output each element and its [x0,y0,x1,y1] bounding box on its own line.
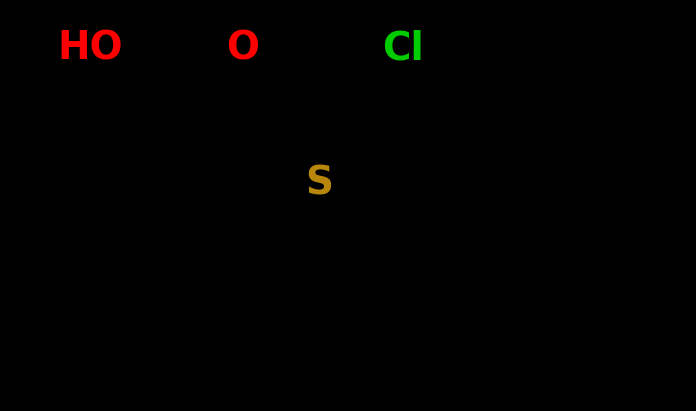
Text: O: O [226,29,260,67]
Text: HO: HO [57,29,122,67]
Text: Cl: Cl [382,29,424,67]
Text: S: S [305,164,333,202]
